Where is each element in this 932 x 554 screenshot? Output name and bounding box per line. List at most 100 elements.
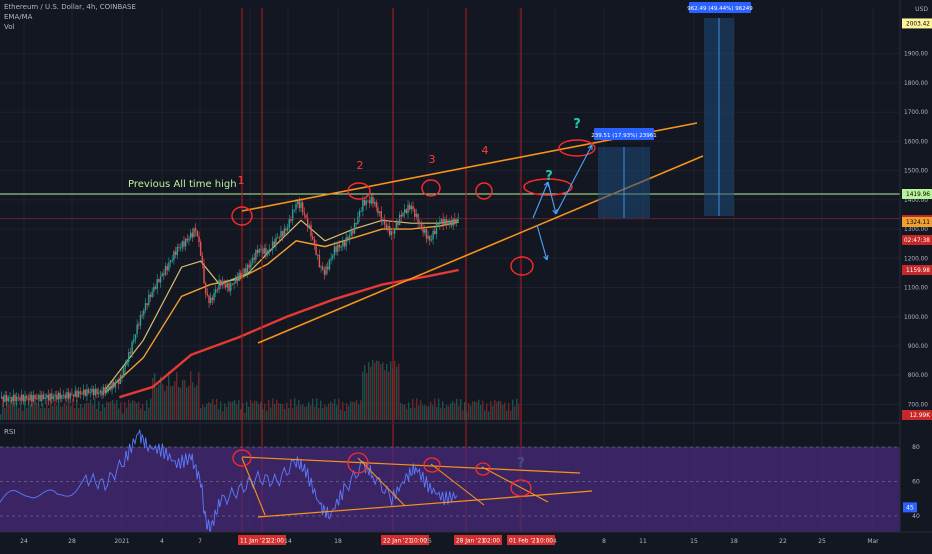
volume-bar: [430, 401, 432, 420]
volume-bar: [20, 404, 22, 420]
time-tag-date: 28 Jan '21: [456, 539, 485, 545]
candle-body: [189, 232, 192, 239]
volume-bar: [38, 403, 40, 420]
time-tag-time: 02:00: [483, 539, 500, 545]
volume-bar: [386, 363, 388, 420]
candle-body: [198, 236, 200, 243]
candle-body: [22, 394, 25, 402]
candle-body: [24, 395, 26, 402]
candle-body: [72, 394, 75, 397]
volume-bar: [434, 398, 436, 420]
volume-bar: [114, 403, 116, 420]
question-mark: ?: [545, 169, 553, 184]
price-tick-label: 1100.00: [904, 286, 928, 292]
volume-bar: [154, 373, 156, 420]
candle-body: [32, 395, 35, 402]
peak-circle: [421, 179, 441, 197]
volume-bar: [396, 366, 398, 420]
volume-bar: [350, 401, 352, 420]
volume-bar: [482, 400, 484, 420]
price-tick-label: 1400.00: [904, 198, 928, 204]
volume-bar: [284, 408, 286, 420]
candle-body: [230, 283, 232, 291]
candle-body: [116, 381, 118, 383]
volume-bar: [152, 377, 154, 420]
volume-bar: [216, 398, 218, 420]
volume-bar: [98, 401, 100, 420]
indicator-label: EMA/MA: [4, 13, 33, 21]
volume-bar: [360, 400, 362, 420]
candle-body: [407, 204, 409, 214]
volume-bar: [364, 364, 366, 420]
volume-bar: [8, 403, 10, 420]
volume-bar: [328, 403, 330, 420]
volume-bar: [36, 402, 38, 420]
price-tag-bg: [902, 410, 932, 420]
candle-body: [248, 264, 250, 268]
peak-circle: [475, 182, 493, 200]
candle-body: [114, 382, 117, 388]
volume-bar: [142, 404, 144, 420]
candle-body: [226, 283, 229, 288]
volume-bar: [348, 406, 350, 420]
volume-bar: [516, 398, 518, 420]
price-tick-label: 1200.00: [904, 256, 928, 262]
wave-number-2: 2: [357, 159, 364, 172]
candle-body: [7, 397, 10, 401]
candle-body: [350, 230, 352, 236]
volume-bar: [440, 407, 442, 420]
candle-body: [176, 246, 178, 256]
candle-body: [383, 218, 386, 225]
candle-body: [290, 218, 292, 221]
candle-body: [283, 228, 285, 237]
volume-bar: [316, 398, 318, 420]
volume-bar: [18, 407, 20, 420]
volume-bar: [252, 402, 254, 420]
price-tag: 1159.98: [906, 268, 930, 274]
volume-bar: [126, 407, 128, 420]
volume-bar: [486, 403, 488, 420]
candle-body: [266, 251, 269, 255]
candle-body: [49, 393, 51, 401]
candle-body: [333, 246, 336, 256]
volume-bar: [166, 385, 168, 420]
volume-bar: [10, 400, 12, 420]
volume-bar: [356, 399, 358, 420]
candle-body: [184, 238, 187, 247]
volume-bar: [256, 401, 258, 420]
rsi-peak-circle: [347, 452, 369, 474]
volume-bar: [406, 408, 408, 420]
projection-arrow: [536, 224, 548, 261]
volume-bar: [6, 399, 8, 420]
price-tick-label: 1600.00: [904, 139, 928, 145]
candle-body: [16, 396, 18, 402]
candle-body: [39, 394, 41, 402]
candle-body: [0, 396, 3, 399]
candle-body: [261, 249, 264, 254]
candle-body: [82, 389, 85, 395]
candle-body: [31, 394, 33, 402]
candle-body: [57, 392, 60, 400]
candle-body: [276, 237, 279, 239]
volume-bar: [262, 409, 264, 420]
volume-bar: [150, 398, 152, 420]
volume-bar: [384, 370, 386, 420]
volume-bar: [376, 360, 378, 420]
candle-body: [243, 268, 245, 274]
candle-body: [308, 225, 311, 228]
volume-bar: [394, 360, 396, 420]
volume-bar: [500, 401, 502, 420]
volume-bar: [116, 400, 118, 420]
measure-label-large: 962.49 (49.44%) 96249: [687, 6, 753, 12]
volume-bar: [460, 399, 462, 420]
volume-bar: [366, 373, 368, 420]
volume-bar: [458, 405, 460, 420]
volume-bar: [110, 401, 112, 420]
volume-bar: [518, 403, 520, 420]
candle-body: [139, 315, 142, 326]
volume-bar: [72, 398, 74, 420]
rsi-tick-label: 40: [912, 513, 920, 520]
volume-bar: [64, 402, 66, 420]
